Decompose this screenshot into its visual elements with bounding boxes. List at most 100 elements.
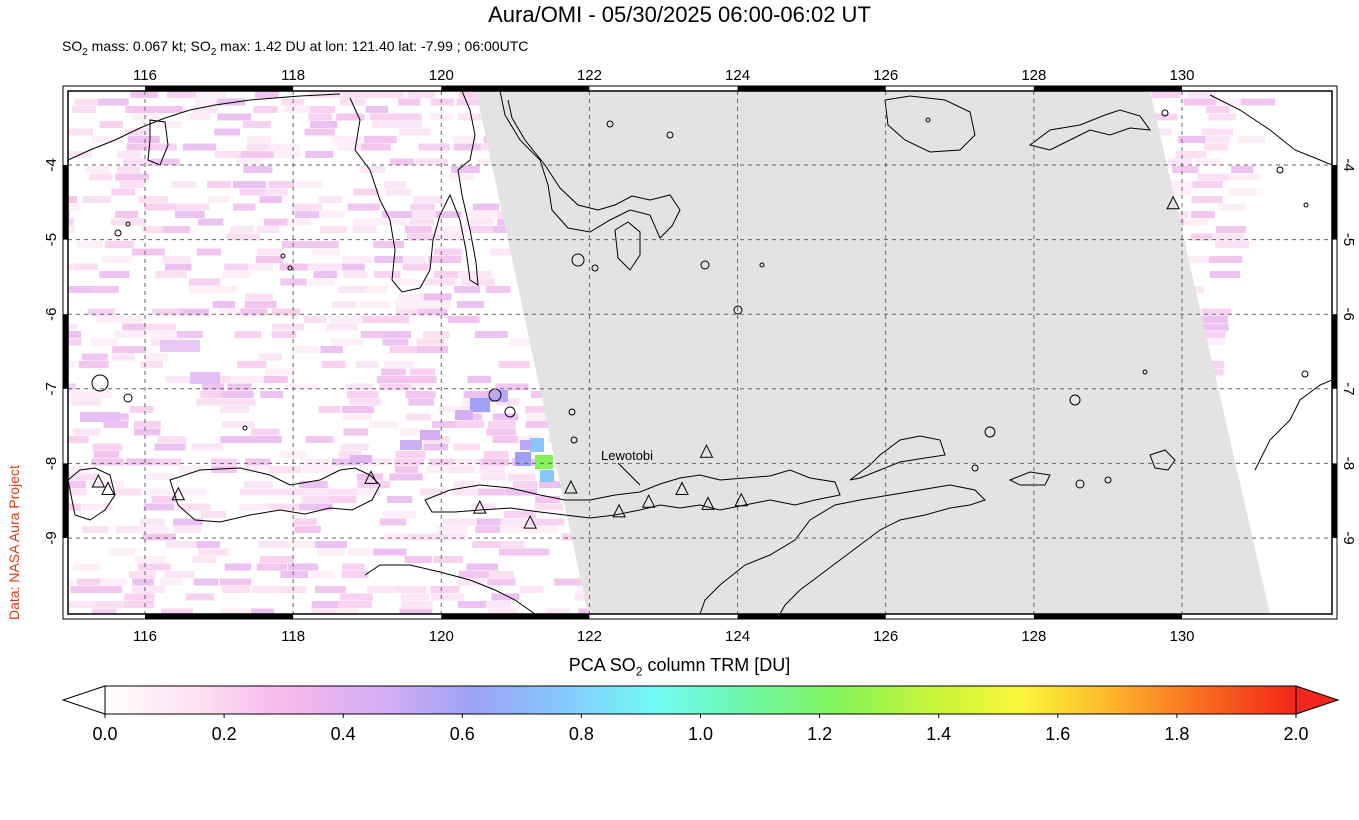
so2-pixel: [405, 376, 437, 383]
so2-pixel: [92, 443, 123, 451]
so2-pixel: [210, 458, 237, 466]
so2-pixel: [430, 586, 460, 593]
so2-pixel: [465, 218, 494, 226]
so2-pixel: [454, 286, 481, 293]
so2-pixel: [188, 278, 221, 286]
so2-pixel: [378, 218, 407, 226]
volcano-marker: [675, 481, 689, 496]
border-bar-top: [737, 86, 886, 91]
so2-pixel: [362, 316, 392, 323]
volcano-markers: [91, 195, 1180, 529]
so2-pixel: [339, 593, 373, 601]
so2-pixel: [311, 608, 344, 614]
so2-pixel: [156, 121, 182, 128]
so2-pixel: [242, 121, 271, 128]
so2-pixel: [495, 383, 529, 391]
so2-pixel: [212, 301, 236, 308]
so2-pixel: [14, 414, 37, 421]
so2-pixel: [294, 526, 321, 533]
so2-pixel: [124, 601, 155, 608]
so2-pixel: [6, 451, 31, 458]
so2-pixel: [310, 121, 338, 128]
so2-pixel: [81, 503, 114, 511]
so2-pixel: [171, 181, 197, 188]
so2-pixel: [7, 594, 40, 601]
so2-pixel: [165, 541, 200, 548]
so2-pixel: [268, 181, 295, 188]
so2-pixel: [244, 301, 277, 308]
so2-pixel: [70, 586, 99, 593]
coast-timor: [699, 484, 986, 614]
so2-pixel: [1191, 196, 1223, 203]
so2-pixel: [346, 383, 374, 391]
so2-pixel: [134, 556, 166, 563]
so2-pixel: [99, 271, 130, 278]
border-bar-top: [441, 86, 590, 91]
lat-tick-label-right: -9: [1340, 531, 1357, 544]
lon-tick-label-top: 128: [1021, 67, 1046, 84]
so2-pixel: [385, 188, 412, 196]
so2-pixel: [410, 203, 435, 211]
so2-pixel: [393, 113, 422, 121]
so2-pixel: [93, 451, 120, 458]
so2-pixel: [161, 608, 193, 614]
volcano-marker: [734, 492, 749, 507]
so2-pixel: [405, 413, 432, 421]
so2-pixel: [360, 301, 390, 308]
border-bar-bottom: [1033, 614, 1182, 619]
so2-pixel: [142, 226, 169, 233]
so2-pixel: [241, 151, 274, 158]
so2-pixel: [360, 331, 384, 338]
so2-pixel: [279, 451, 306, 458]
so2-pixel: [138, 563, 171, 571]
graticule: [68, 91, 1332, 614]
border-bar-bottom: [145, 614, 294, 619]
so2-pixel: [244, 458, 271, 466]
so2-pixel: [117, 151, 141, 158]
lon-tick-label-top: 122: [577, 67, 602, 84]
volcano-marker: [612, 503, 626, 518]
so2-pixel: [517, 436, 541, 443]
so2-pixel: [463, 391, 490, 398]
so2-pixel: [433, 271, 459, 278]
lon-tick-label-bottom: 128: [1021, 628, 1046, 645]
so2-pixel: [340, 98, 365, 106]
colorbar-tick-label: 0.6: [450, 724, 475, 743]
so2-pixel: [393, 278, 418, 286]
so2-pixel: [399, 608, 433, 614]
so2-pixel: [256, 226, 280, 233]
border-bar-top: [1033, 86, 1182, 91]
so2-pixel: [124, 128, 150, 136]
so2-pixel: [476, 518, 506, 526]
so2-pixel: [68, 436, 89, 443]
so2-pixel: [384, 361, 414, 368]
coast-buton: [614, 221, 641, 271]
so2-pixel: [357, 481, 391, 488]
coast-buru: [1028, 109, 1152, 151]
so2-pixel: [341, 263, 365, 271]
so2-pixel: [287, 218, 311, 226]
so2-pixel: [72, 428, 101, 436]
so2-pixel: [435, 233, 462, 241]
so2-pixel: [352, 226, 377, 233]
so2-pixel: [331, 458, 364, 466]
so2-pixel: [96, 586, 123, 593]
so2-pixel: [365, 106, 389, 113]
so2-pixel: [200, 391, 224, 398]
so2-pixel: [221, 421, 255, 428]
lon-tick-label-bottom: 116: [133, 628, 157, 645]
so2-pixel: [438, 406, 465, 413]
so2-pixel: [407, 233, 439, 241]
so2-pixel: [0, 496, 23, 503]
so2-pixel: [456, 301, 485, 308]
so2-pixel: [188, 286, 213, 293]
so2-pixel: [259, 556, 294, 563]
so2-pixel: [1184, 218, 1208, 226]
so2-pixel: [317, 548, 345, 556]
so2-pixel: [374, 256, 408, 263]
so2-pixel: [258, 541, 291, 548]
so2-pixel: [485, 601, 512, 608]
so2-pixel: [257, 248, 284, 256]
so2-pixel: [11, 571, 43, 578]
border-bar-left: [63, 463, 68, 538]
